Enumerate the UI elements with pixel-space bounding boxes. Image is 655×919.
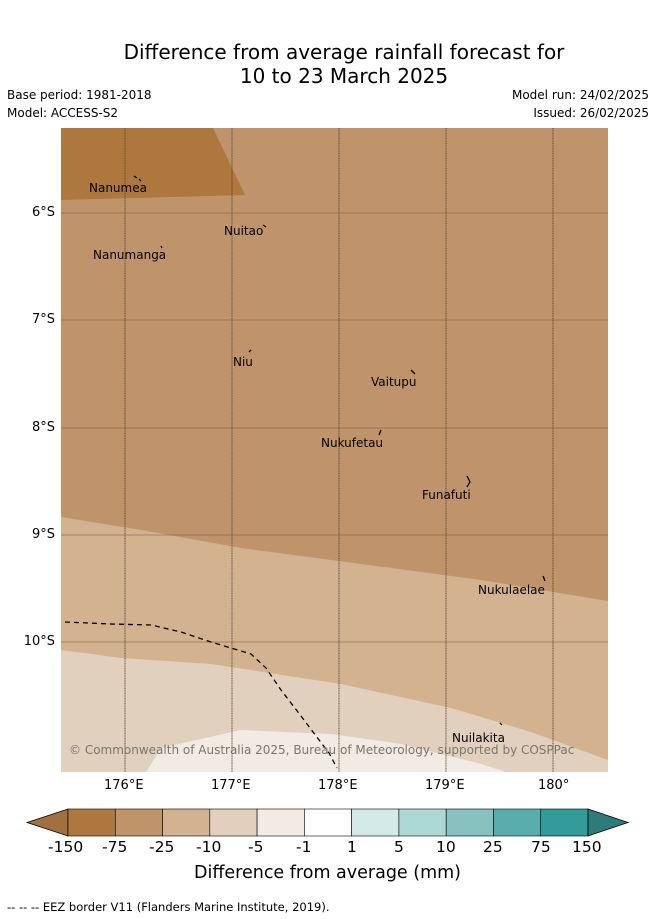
- cbar-label-neg150: -150: [48, 838, 84, 856]
- colorbar-cell: [162, 808, 211, 837]
- map-svg: Nanumea Nuitao Nanumanga Niu Vaitupu Nuk…: [61, 128, 608, 772]
- colorbar-cell: [256, 808, 305, 837]
- lat-label-10s: 10°S: [23, 634, 55, 649]
- cbar-label-150: 150: [572, 838, 602, 856]
- island-funafuti-mark: [466, 475, 471, 488]
- colorbar-cell: [445, 808, 494, 837]
- lat-label-7s: 7°S: [31, 312, 55, 327]
- cbar-label-10: 10: [436, 838, 456, 856]
- place-label-nukulaelae: Nukulaelae: [478, 583, 545, 597]
- colorbar-extend-low: [25, 808, 69, 837]
- cbar-label-neg5: -5: [248, 838, 264, 856]
- title-line-1: Difference from average rainfall forecas…: [123, 40, 565, 64]
- model-name: Model: ACCESS-S2: [7, 106, 119, 120]
- lon-label-178e: 178°E: [318, 778, 358, 793]
- island-nuitao-mark: [262, 224, 267, 228]
- island-nuilakita-mark: [499, 722, 503, 726]
- eez-legend-note: -- -- -- EEZ border V11 (Flanders Marine…: [7, 900, 330, 914]
- place-label-niu: Niu: [233, 355, 253, 369]
- cbar-label-1: 1: [347, 838, 357, 856]
- base-period: Base period: 1981-2018: [7, 88, 152, 102]
- colorbar: [25, 808, 630, 837]
- island-nukulaelae-mark: [542, 575, 546, 582]
- lon-label-177e: 177°E: [211, 778, 251, 793]
- colorbar-cell: [114, 808, 163, 837]
- place-label-vaitupu: Vaitupu: [371, 375, 417, 389]
- copyright-notice: © Commonwealth of Australia 2025, Bureau…: [69, 743, 574, 757]
- cbar-label-neg1: -1: [296, 838, 312, 856]
- model-run: Model run: 24/02/2025: [511, 88, 649, 102]
- band-minus-1-to-1: [146, 730, 506, 772]
- lon-label-180: 180°: [538, 778, 570, 793]
- colorbar-cell: [493, 808, 542, 837]
- cbar-label-neg10: -10: [196, 838, 222, 856]
- place-label-nukufetau: Nukufetau: [321, 436, 383, 450]
- colorbar-extend-high: [587, 808, 630, 837]
- colorbar-cell: [398, 808, 447, 837]
- place-label-nanumea: Nanumea: [89, 181, 147, 195]
- island-nanumanga-mark: [160, 245, 163, 249]
- island-nukufetau-mark: [378, 429, 382, 436]
- cbar-label-neg25: -25: [149, 838, 175, 856]
- island-niu-mark: [248, 349, 252, 353]
- cbar-label-neg75: -75: [102, 838, 128, 856]
- rainfall-map: Nanumea Nuitao Nanumanga Niu Vaitupu Nuk…: [61, 128, 608, 772]
- title-line-2: 10 to 23 March 2025: [239, 64, 449, 88]
- island-vaitupu-mark: [410, 369, 416, 375]
- lat-label-9s: 9°S: [31, 527, 55, 542]
- lat-label-8s: 8°S: [31, 420, 55, 435]
- cbar-label-75: 75: [531, 838, 551, 856]
- eez-border: [64, 621, 338, 769]
- colorbar-cell: [67, 808, 116, 837]
- island-nanumea-mark: [133, 175, 142, 182]
- place-label-nuilakita: Nuilakita: [452, 731, 505, 745]
- colorbar-cell: [304, 808, 352, 837]
- colorbar-title: Difference from average (mm): [193, 863, 462, 883]
- place-label-funafuti: Funafuti: [422, 488, 471, 502]
- lon-label-179e: 179°E: [425, 778, 465, 793]
- colorbar-cell: [540, 808, 589, 837]
- lon-label-176e: 176°E: [104, 778, 144, 793]
- cbar-label-5: 5: [394, 838, 404, 856]
- chart-title: Difference from average rainfall forecas…: [0, 40, 655, 88]
- lat-label-6s: 6°S: [31, 205, 55, 220]
- colorbar-cell: [351, 808, 400, 837]
- colorbar-cell: [209, 808, 258, 837]
- place-label-nuitao: Nuitao: [224, 224, 263, 238]
- cbar-label-25: 25: [483, 838, 503, 856]
- band-minus-75-to-minus-25: [61, 128, 245, 200]
- issued-date: Issued: 26/02/2025: [533, 106, 649, 120]
- place-label-nanumanga: Nanumanga: [93, 248, 166, 262]
